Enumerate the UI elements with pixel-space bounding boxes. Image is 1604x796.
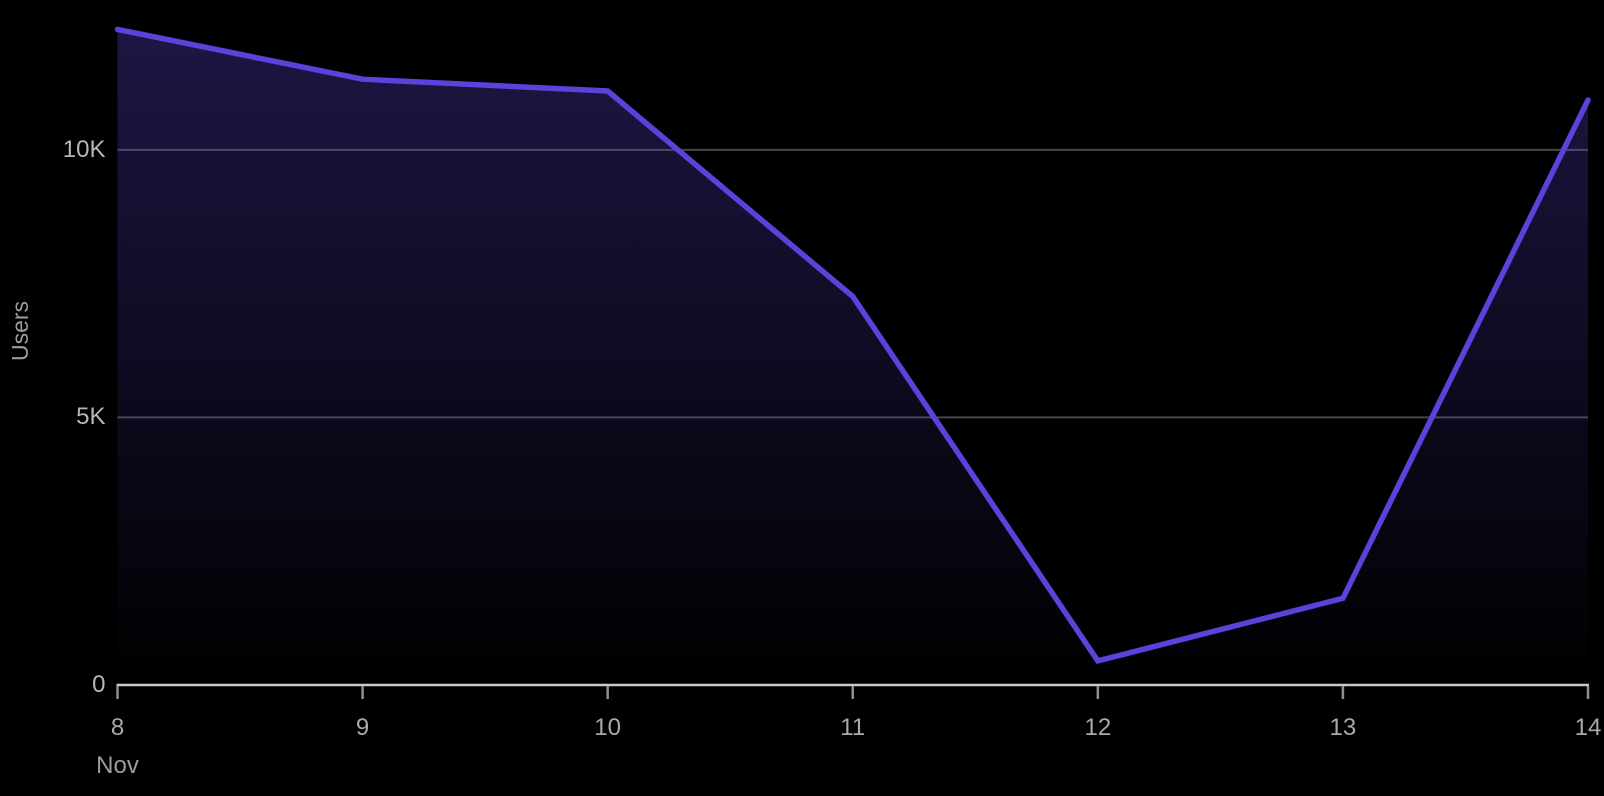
x-tick-label: 9	[355, 714, 370, 741]
x-tick-label: 8	[110, 714, 125, 741]
users-area-fill	[117, 29, 1588, 685]
y-axis-title: Users	[7, 300, 33, 362]
x-tick-label: 13	[1329, 714, 1357, 741]
y-tick-label: 10K	[62, 135, 106, 163]
x-tick-label: 11	[840, 714, 866, 741]
y-tick-label: 0	[92, 671, 106, 698]
x-tick-label: 12	[1084, 714, 1112, 741]
x-tick-label: 10	[594, 714, 621, 741]
users-line-series	[114, 26, 1591, 665]
x-axis-month-label: Nov	[96, 752, 139, 779]
y-tick-label: 5K	[76, 403, 106, 431]
x-tick-label: 14	[1574, 714, 1602, 741]
